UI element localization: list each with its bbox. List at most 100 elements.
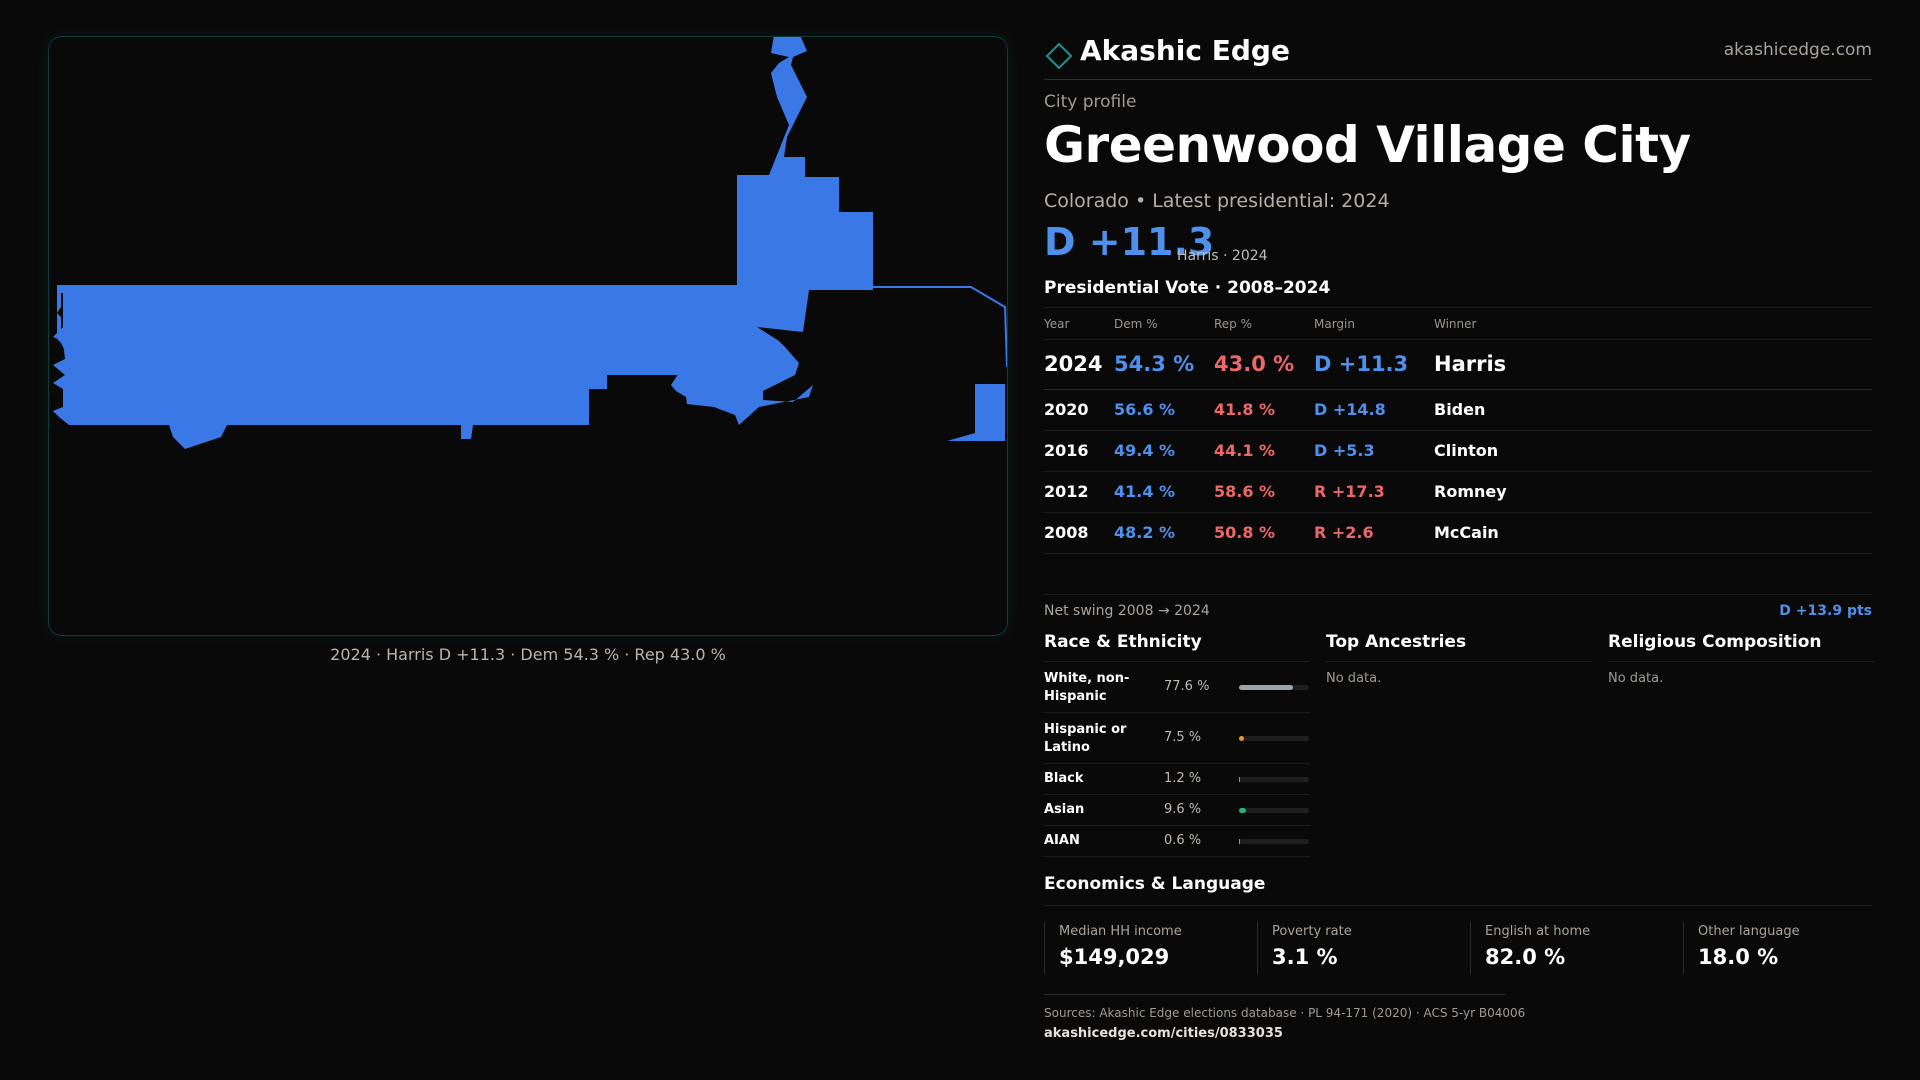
ancestries-section-title: Top Ancestries bbox=[1326, 630, 1592, 662]
religion-empty: No data. bbox=[1608, 671, 1664, 686]
race-label: AIAN bbox=[1044, 833, 1080, 848]
stat-value: $149,029 bbox=[1059, 945, 1170, 969]
stat-english-at-home: English at home 82.0 % bbox=[1470, 922, 1683, 974]
footer-url-link[interactable]: akashicedge.com/cities/0833035 bbox=[1044, 1026, 1283, 1041]
race-bar-fill bbox=[1239, 839, 1241, 844]
cell-winner: McCain bbox=[1434, 523, 1499, 542]
table-row: 2024 54.3 % 43.0 % D +11.3 Harris bbox=[1044, 340, 1872, 390]
cell-rep: 44.1 % bbox=[1214, 441, 1276, 460]
page-kicker: City profile bbox=[1044, 92, 1137, 112]
race-pct: 77.6 % bbox=[1164, 679, 1210, 694]
cell-margin: R +2.6 bbox=[1314, 523, 1374, 542]
cell-dem: 54.3 % bbox=[1114, 352, 1195, 376]
col-header-dem: Dem % bbox=[1114, 317, 1158, 331]
vote-table: Year Dem % Rep % Margin Winner 2024 54.3… bbox=[1044, 307, 1872, 554]
col-header-year: Year bbox=[1044, 317, 1070, 331]
cell-year: 2008 bbox=[1044, 523, 1089, 542]
page-title: Greenwood Village City bbox=[1044, 116, 1691, 174]
race-section-title: Race & Ethnicity bbox=[1044, 630, 1310, 662]
list-item: Hispanic or Latino 7.5 % bbox=[1044, 713, 1310, 764]
cell-winner: Romney bbox=[1434, 482, 1507, 501]
vote-table-title: Presidential Vote · 2008–2024 bbox=[1044, 278, 1331, 298]
cell-dem: 41.4 % bbox=[1114, 482, 1176, 501]
list-item: White, non-Hispanic 77.6 % bbox=[1044, 662, 1310, 713]
map-caption: 2024 · Harris D +11.3 · Dem 54.3 % · Rep… bbox=[330, 645, 726, 664]
col-header-margin: Margin bbox=[1314, 317, 1355, 331]
headline-margin: D +11.3 bbox=[1044, 220, 1215, 264]
table-row: 2016 49.4 % 44.1 % D +5.3 Clinton bbox=[1044, 431, 1872, 472]
footer-divider bbox=[1044, 994, 1506, 995]
cell-rep: 41.8 % bbox=[1214, 400, 1276, 419]
race-bar-fill bbox=[1239, 736, 1245, 741]
stat-value: 18.0 % bbox=[1698, 945, 1779, 969]
page-subtitle: Colorado • Latest presidential: 2024 bbox=[1044, 190, 1390, 212]
cell-winner: Clinton bbox=[1434, 441, 1499, 460]
race-pct: 9.6 % bbox=[1164, 802, 1202, 817]
vote-table-header: Year Dem % Rep % Margin Winner bbox=[1044, 308, 1872, 340]
city-boundary-body bbox=[53, 287, 737, 449]
stat-median-income: Median HH income $149,029 bbox=[1044, 922, 1257, 974]
col-header-winner: Winner bbox=[1434, 317, 1477, 331]
economics-section-title: Economics & Language bbox=[1044, 874, 1872, 906]
cell-dem: 48.2 % bbox=[1114, 523, 1176, 542]
race-label: Black bbox=[1044, 771, 1084, 786]
cell-year: 2020 bbox=[1044, 400, 1089, 419]
col-header-rep: Rep % bbox=[1214, 317, 1253, 331]
stat-label: Other language bbox=[1698, 924, 1800, 939]
religion-section: Religious Composition No data. bbox=[1608, 630, 1874, 686]
ancestries-empty: No data. bbox=[1326, 671, 1382, 686]
cell-margin: D +5.3 bbox=[1314, 441, 1375, 460]
cell-rep: 43.0 % bbox=[1214, 352, 1295, 376]
race-bar-track bbox=[1239, 808, 1309, 813]
cell-dem: 56.6 % bbox=[1114, 400, 1176, 419]
race-bar-track bbox=[1239, 777, 1309, 782]
net-swing-row: Net swing 2008 → 2024 D +13.9 pts bbox=[1044, 594, 1872, 620]
table-row: 2020 56.6 % 41.8 % D +14.8 Biden bbox=[1044, 390, 1872, 431]
city-boundary-extension bbox=[839, 286, 1007, 368]
race-pct: 1.2 % bbox=[1164, 771, 1202, 786]
stat-value: 82.0 % bbox=[1485, 945, 1566, 969]
brand-name: Akashic Edge bbox=[1080, 34, 1290, 67]
diamond-icon bbox=[1045, 42, 1073, 70]
economics-stats: Median HH income $149,029 Poverty rate 3… bbox=[1044, 922, 1872, 974]
ancestries-section: Top Ancestries No data. bbox=[1326, 630, 1592, 686]
list-item: AIAN 0.6 % bbox=[1044, 826, 1310, 857]
race-label: Hispanic or Latino bbox=[1044, 722, 1127, 755]
city-map bbox=[48, 36, 1008, 636]
table-row: 2012 41.4 % 58.6 % R +17.3 Romney bbox=[1044, 472, 1872, 513]
stat-other-language: Other language 18.0 % bbox=[1683, 922, 1896, 974]
race-bar-fill bbox=[1239, 777, 1241, 782]
stat-label: Median HH income bbox=[1059, 924, 1182, 939]
city-boundary-map bbox=[53, 37, 1007, 449]
race-bar-fill bbox=[1239, 808, 1246, 813]
cell-year: 2016 bbox=[1044, 441, 1089, 460]
race-bar-track bbox=[1239, 839, 1309, 844]
net-swing-label: Net swing 2008 → 2024 bbox=[1044, 603, 1210, 619]
cell-rep: 58.6 % bbox=[1214, 482, 1276, 501]
headline-note: Harris · 2024 bbox=[1177, 248, 1268, 264]
brand-header: Akashic Edge akashicedge.com bbox=[1044, 30, 1872, 80]
race-label: Asian bbox=[1044, 802, 1085, 817]
race-bar-track bbox=[1239, 685, 1309, 690]
net-swing-value: D +13.9 pts bbox=[1779, 603, 1872, 619]
cell-year: 2012 bbox=[1044, 482, 1089, 501]
list-item: Asian 9.6 % bbox=[1044, 795, 1310, 826]
footer-sources: Sources: Akashic Edge elections database… bbox=[1044, 1006, 1526, 1020]
race-bar-track bbox=[1239, 736, 1309, 741]
cell-winner: Harris bbox=[1434, 352, 1507, 376]
stat-poverty-rate: Poverty rate 3.1 % bbox=[1257, 922, 1470, 974]
cell-dem: 49.4 % bbox=[1114, 441, 1176, 460]
cell-winner: Biden bbox=[1434, 400, 1486, 419]
cell-year: 2024 bbox=[1044, 352, 1103, 376]
cell-margin: D +14.8 bbox=[1314, 400, 1386, 419]
race-ethnicity-section: Race & Ethnicity White, non-Hispanic 77.… bbox=[1044, 630, 1310, 857]
list-item: Black 1.2 % bbox=[1044, 764, 1310, 795]
cell-margin: R +17.3 bbox=[1314, 482, 1385, 501]
cell-rep: 50.8 % bbox=[1214, 523, 1276, 542]
stat-label: English at home bbox=[1485, 924, 1591, 939]
race-pct: 0.6 % bbox=[1164, 833, 1202, 848]
race-label: White, non-Hispanic bbox=[1044, 671, 1130, 704]
religion-section-title: Religious Composition bbox=[1608, 630, 1874, 662]
stat-label: Poverty rate bbox=[1272, 924, 1352, 939]
brand-url-link[interactable]: akashicedge.com bbox=[1723, 40, 1872, 60]
